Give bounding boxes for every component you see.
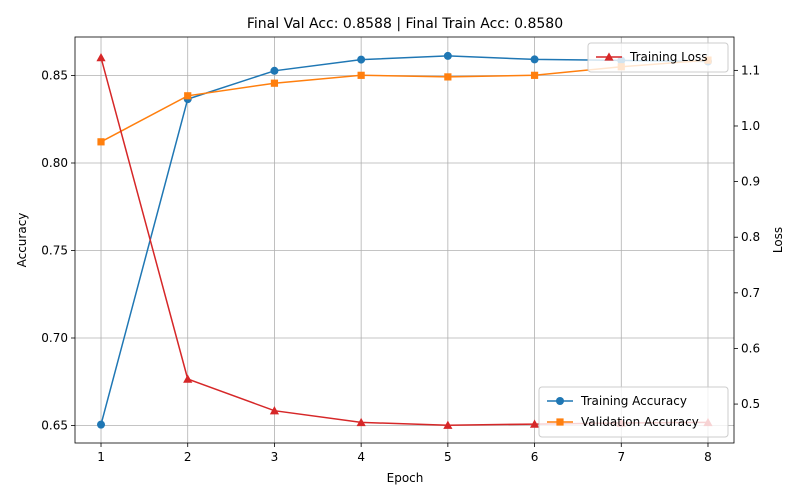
x-tick-label: 2 xyxy=(184,450,192,464)
data-point-validation-accuracy xyxy=(444,73,452,81)
data-point-training-accuracy xyxy=(97,420,106,429)
legend-box xyxy=(587,42,729,73)
y-right-tick-label: 0.6 xyxy=(741,341,760,355)
y-right-axis-label: Loss xyxy=(771,227,785,253)
y-right-axis-ticks: 0.5 0.6 0.7 0.8 0.9 1.0 1.1 xyxy=(734,63,760,411)
y-right-tick-label: 1.0 xyxy=(741,119,760,133)
data-point-validation-accuracy xyxy=(184,92,192,100)
data-point-validation-accuracy xyxy=(97,138,105,146)
x-tick-label: 1 xyxy=(97,450,105,464)
grid xyxy=(75,37,734,443)
legend-marker xyxy=(556,418,564,426)
x-axis-ticks: 1 2 3 4 5 6 7 8 xyxy=(97,443,712,464)
y-left-tick-label: 0.75 xyxy=(41,244,68,258)
legend-marker xyxy=(556,397,564,405)
y-right-tick-label: 1.1 xyxy=(741,63,760,77)
data-point-validation-accuracy xyxy=(270,79,279,87)
data-point-training-accuracy xyxy=(443,51,452,60)
legend-box xyxy=(538,386,729,438)
x-axis-label: Epoch xyxy=(387,471,424,485)
y-left-tick-label: 0.80 xyxy=(41,156,68,170)
data-point-training-loss xyxy=(529,419,540,428)
data-point-training-accuracy xyxy=(530,55,539,64)
chart-title: Final Val Acc: 0.8588 | Final Train Acc:… xyxy=(247,16,563,32)
x-tick-label: 7 xyxy=(617,450,625,464)
legend-entry-label: Validation Accuracy xyxy=(581,415,699,429)
x-tick-label: 3 xyxy=(271,450,279,464)
legend-loss: Training Loss xyxy=(587,42,729,73)
data-point-training-loss xyxy=(443,420,453,429)
data-point-training-loss xyxy=(96,52,106,62)
y-left-tick-label: 0.85 xyxy=(41,69,68,83)
data-point-training-loss xyxy=(269,406,280,415)
legend-entry-label: Training Accuracy xyxy=(580,394,687,408)
x-tick-label: 6 xyxy=(531,450,539,464)
legend-entry-label: Training Loss xyxy=(629,50,707,64)
data-point-training-loss xyxy=(356,417,366,427)
data-point-training-accuracy xyxy=(357,55,366,64)
y-left-axis-ticks: 0.65 0.70 0.75 0.80 0.85 xyxy=(41,69,75,433)
x-tick-label: 4 xyxy=(357,450,365,464)
data-point-training-loss xyxy=(183,374,193,383)
data-point-validation-accuracy xyxy=(530,71,539,79)
x-tick-label: 5 xyxy=(444,450,452,464)
y-right-tick-label: 0.7 xyxy=(741,286,760,300)
y-left-tick-label: 0.70 xyxy=(41,331,68,345)
data-point-training-accuracy xyxy=(270,66,279,75)
y-left-tick-label: 0.65 xyxy=(41,419,68,433)
legend-marker xyxy=(604,52,614,61)
y-left-axis-label: Accuracy xyxy=(15,213,29,268)
data-point-validation-accuracy xyxy=(357,71,365,79)
legend-accuracy: Training Accuracy Validation Accuracy xyxy=(538,386,729,438)
x-tick-label: 8 xyxy=(704,450,712,464)
plot-frame xyxy=(74,36,735,444)
y-right-tick-label: 0.5 xyxy=(741,397,760,411)
y-right-tick-label: 0.8 xyxy=(741,230,760,244)
y-right-tick-label: 0.9 xyxy=(741,175,760,189)
